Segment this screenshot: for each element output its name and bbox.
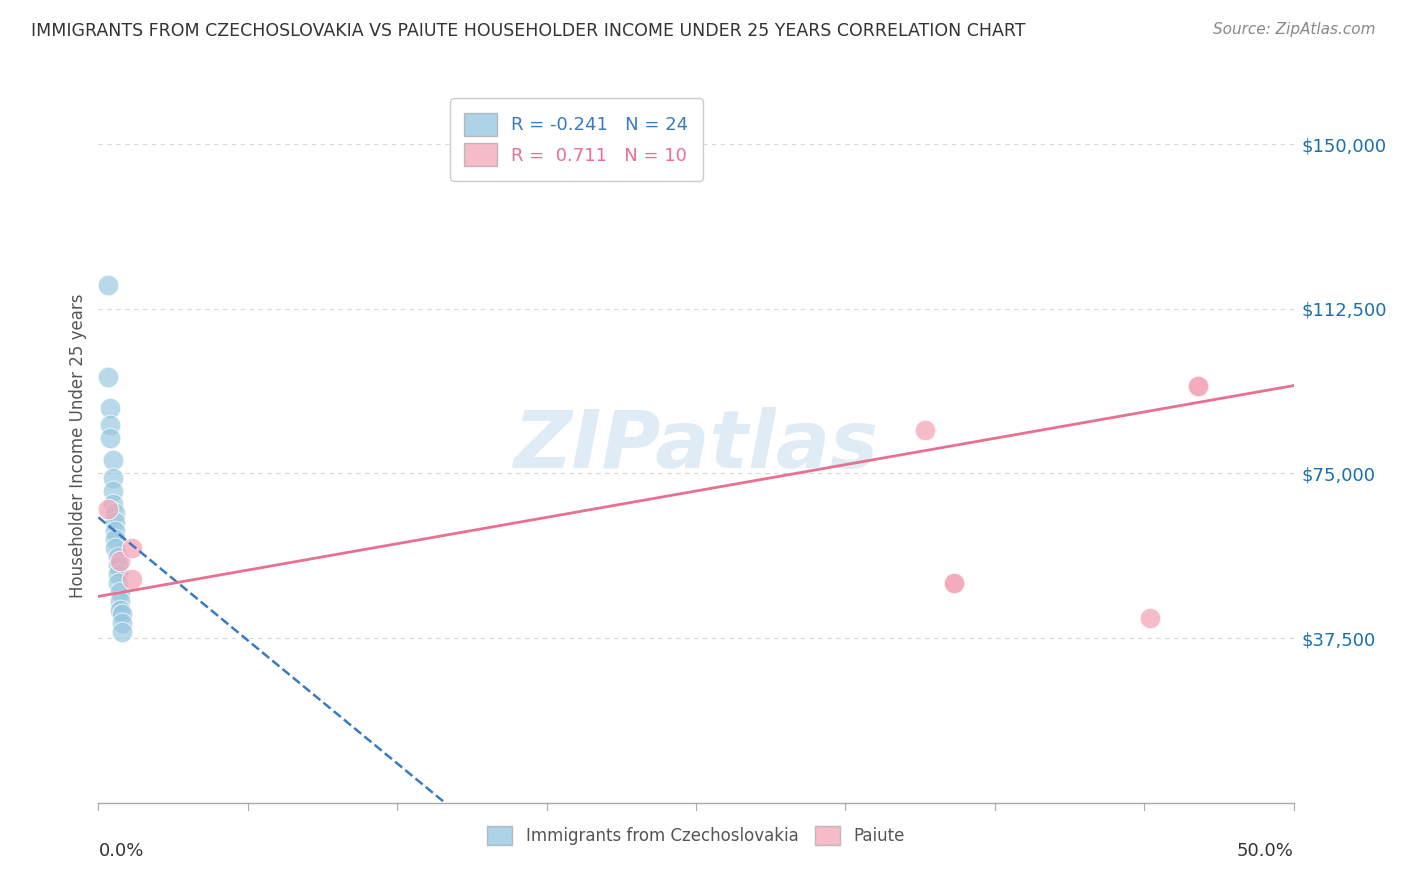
Point <box>1187 378 1209 392</box>
Text: 0.0%: 0.0% <box>98 842 143 860</box>
Point <box>104 524 127 538</box>
Text: IMMIGRANTS FROM CZECHOSLOVAKIA VS PAIUTE HOUSEHOLDER INCOME UNDER 25 YEARS CORRE: IMMIGRANTS FROM CZECHOSLOVAKIA VS PAIUTE… <box>31 22 1025 40</box>
Point <box>1139 611 1161 625</box>
Point <box>914 423 936 437</box>
Point <box>98 401 122 415</box>
Point <box>943 576 966 591</box>
Text: ZIPatlas: ZIPatlas <box>513 407 879 485</box>
Text: Source: ZipAtlas.com: Source: ZipAtlas.com <box>1212 22 1375 37</box>
Point <box>111 624 134 639</box>
Text: 50.0%: 50.0% <box>1237 842 1294 860</box>
Point <box>111 607 134 621</box>
Point <box>104 515 127 529</box>
Point <box>97 369 120 384</box>
Point <box>107 558 129 573</box>
Point <box>121 572 143 586</box>
Point <box>108 585 131 599</box>
Legend: Immigrants from Czechoslovakia, Paiute: Immigrants from Czechoslovakia, Paiute <box>481 819 911 852</box>
Point <box>104 506 127 520</box>
Point <box>101 483 124 498</box>
Point <box>97 277 120 292</box>
Point <box>121 541 143 555</box>
Point <box>111 615 134 630</box>
Point <box>107 567 129 582</box>
Point <box>107 576 129 591</box>
Point <box>97 501 120 516</box>
Point <box>98 418 122 433</box>
Point <box>1187 378 1209 392</box>
Y-axis label: Householder Income Under 25 years: Householder Income Under 25 years <box>69 293 87 599</box>
Point <box>98 431 122 445</box>
Point <box>101 453 124 467</box>
Point <box>104 541 127 555</box>
Point <box>108 602 131 616</box>
Point <box>108 594 131 608</box>
Point <box>101 471 124 485</box>
Point <box>108 554 131 568</box>
Point <box>943 576 966 591</box>
Point <box>104 533 127 547</box>
Point <box>107 549 129 564</box>
Point <box>101 497 124 511</box>
